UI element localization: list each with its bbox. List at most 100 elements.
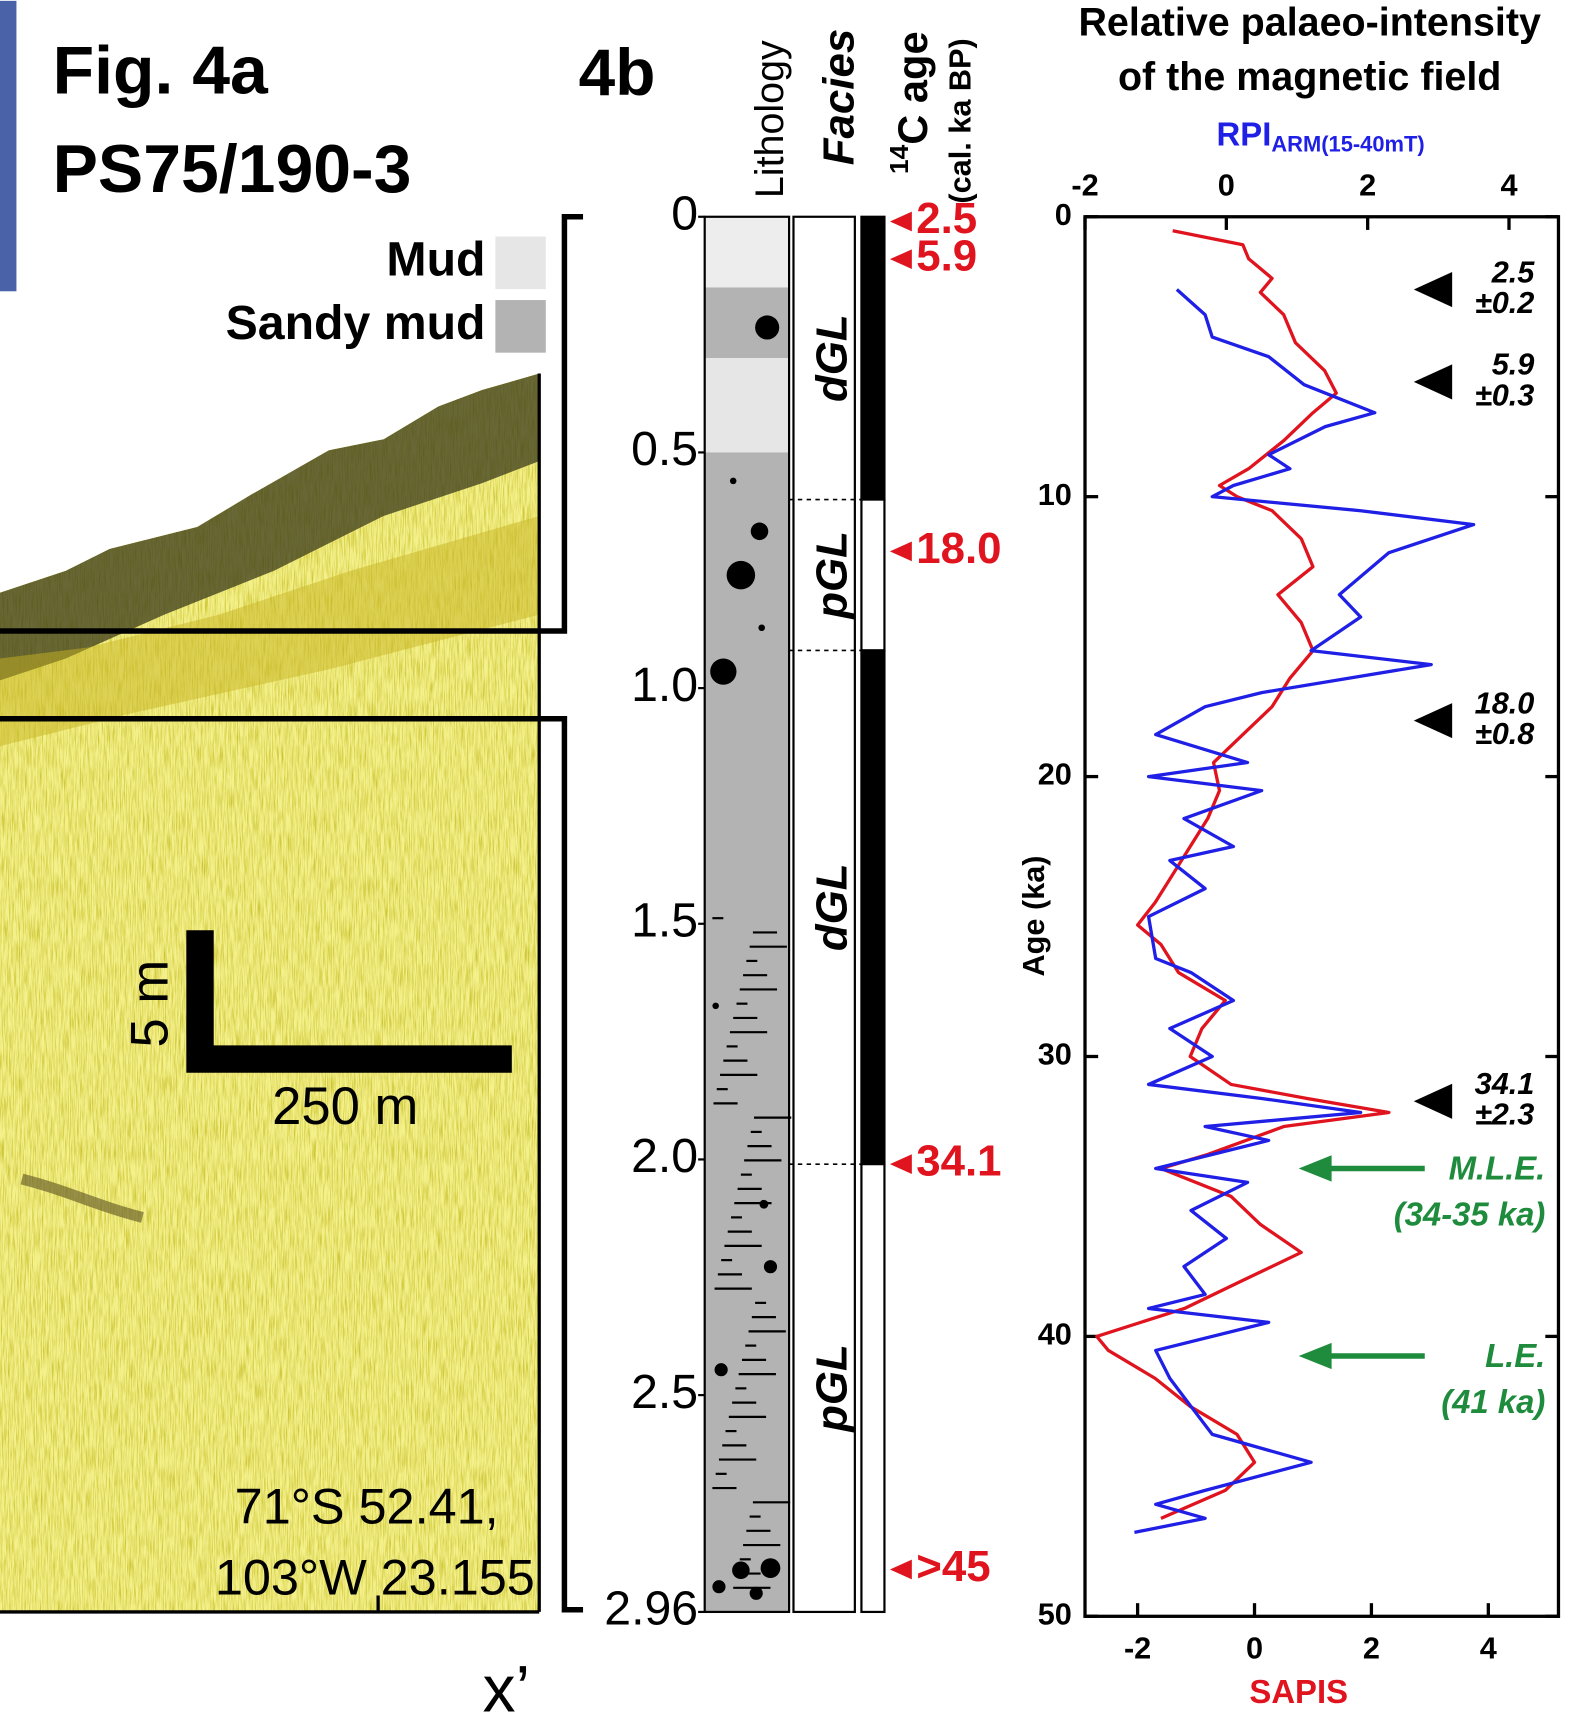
y-tick-label: 40 [1038, 1317, 1072, 1352]
y-axis-label: Age (ka) [1016, 855, 1051, 976]
lithology-symbol [729, 477, 737, 485]
age-marker [1413, 1083, 1453, 1119]
lithology-symbol [712, 1002, 719, 1010]
data-line [1095, 229, 1391, 1520]
facies-bar [860, 1163, 886, 1614]
legend-swatch [495, 300, 546, 353]
coordinate: 71°S 52.41, [235, 1477, 499, 1534]
label-subscript: ARM(15-40mT) [1271, 131, 1424, 156]
facies-label: pGL [808, 531, 857, 620]
age-label: 34.1 [916, 1137, 1001, 1186]
panel-label: 4b [579, 35, 656, 109]
map-inset [0, 0, 17, 292]
core-name: PS75/190-3 [53, 131, 412, 207]
age-label: 5.9 [916, 232, 977, 281]
lithology-symbol [726, 560, 756, 590]
y-tick-label: 20 [1038, 757, 1072, 792]
age-pointer [889, 1559, 912, 1580]
y-tick-label: 0 [1055, 197, 1072, 232]
bracket [0, 715, 584, 1613]
x2-tick-label: 2 [1363, 1630, 1380, 1665]
x2-axis-label: SAPIS [1249, 1673, 1348, 1710]
legend-swatch [495, 236, 546, 290]
event-arrowhead [1298, 1342, 1332, 1370]
lithology-layer [704, 358, 790, 453]
age-marker-label: 34.1 [1475, 1066, 1535, 1101]
age-marker-error: ±0.2 [1475, 285, 1534, 320]
x2-tick-label: 4 [1480, 1630, 1497, 1665]
lithology-symbol [758, 624, 765, 632]
depth-tick-label: 1.0 [631, 658, 698, 712]
age-marker-label: 18.0 [1475, 685, 1535, 720]
y-tick-label: 10 [1038, 477, 1072, 512]
chart-title: Relative palaeo-intensity [1078, 0, 1541, 44]
age-pointer [889, 211, 912, 232]
depth-tick-label: 2.0 [631, 1129, 698, 1183]
coordinate: 103°W 23.155 [215, 1549, 535, 1606]
column-header: Lithology [748, 40, 792, 198]
age-label: >45 [916, 1542, 990, 1591]
data-line [1134, 288, 1476, 1534]
age-marker-error: ±2.3 [1475, 1097, 1534, 1132]
event-label: L.E. [1485, 1337, 1545, 1374]
lithology-symbol [712, 1580, 726, 1594]
facies-bar [860, 498, 886, 652]
chart-title: of the magnetic field [1118, 55, 1501, 99]
scale-vertical: 5 m [120, 960, 179, 1048]
age-pointer [889, 1154, 912, 1175]
age-label: 18.0 [916, 524, 1001, 573]
header-text: C age [889, 31, 936, 144]
lithology-symbol [760, 1558, 781, 1578]
lithology-symbol [763, 1260, 778, 1274]
label-text: RPI [1217, 115, 1272, 152]
x-axis-label: RPIARM(15-40mT) [1217, 115, 1425, 156]
event-arrowhead [1298, 1155, 1332, 1182]
lithology-layer [704, 216, 790, 288]
x-tick-label: 0 [1218, 167, 1235, 202]
column-header: Facies [814, 29, 863, 165]
age-label: 2.5 [916, 194, 977, 243]
depth-tick-label: 2.96 [604, 1582, 698, 1636]
x-tick-label: 2 [1359, 167, 1376, 202]
age-marker-label: 2.5 [1491, 254, 1536, 289]
column-header: (cal. ka BP) [942, 38, 977, 203]
column-header: 14C age [884, 31, 936, 174]
event-label: (34-35 ka) [1394, 1195, 1546, 1232]
facies-bar [860, 649, 886, 1166]
facies-label: dGL [808, 314, 857, 402]
age-pointer [889, 541, 912, 562]
y-tick-label: 50 [1038, 1596, 1072, 1631]
lithology-symbol [750, 522, 769, 541]
lithology-symbol [749, 1586, 763, 1600]
legend-label: Sandy mud [226, 296, 486, 350]
legend-label: Mud [386, 233, 485, 287]
x-tick-label: 4 [1500, 167, 1517, 202]
superscript: 14 [884, 144, 914, 174]
y-tick-label: 30 [1038, 1037, 1072, 1072]
age-marker-label: 5.9 [1492, 347, 1535, 382]
lithology-symbol [714, 1363, 728, 1377]
facies-bar [860, 215, 886, 501]
age-marker [1413, 703, 1453, 739]
x2-tick-label: -2 [1124, 1630, 1151, 1665]
lithology-symbol [755, 315, 780, 340]
profile-end-label: x’ [483, 1652, 530, 1718]
lithology-column [703, 215, 791, 1614]
depth-tick-label: 0.5 [631, 422, 698, 476]
facies-label: dGL [808, 863, 857, 951]
plot-frame [1083, 215, 1561, 1618]
chart: Relative palaeo-intensity of the magnetic… [1016, 0, 1561, 1710]
lithology-symbol [732, 1561, 750, 1580]
depth-tick-label: 1.5 [631, 894, 698, 948]
scale-bar [186, 930, 512, 1073]
age-marker-error: ±0.3 [1475, 377, 1534, 412]
scale-horizontal: 250 m [272, 1077, 418, 1136]
lithology-symbol [710, 658, 737, 685]
event-label: M.L.E. [1449, 1149, 1546, 1186]
depth-tick-label: 0 [671, 186, 698, 240]
x-tick-label: -2 [1071, 167, 1098, 202]
figure-label: Fig. 4a [53, 32, 269, 108]
depth-tick-label: 2.5 [631, 1365, 698, 1419]
x2-tick-label: 0 [1246, 1630, 1263, 1665]
